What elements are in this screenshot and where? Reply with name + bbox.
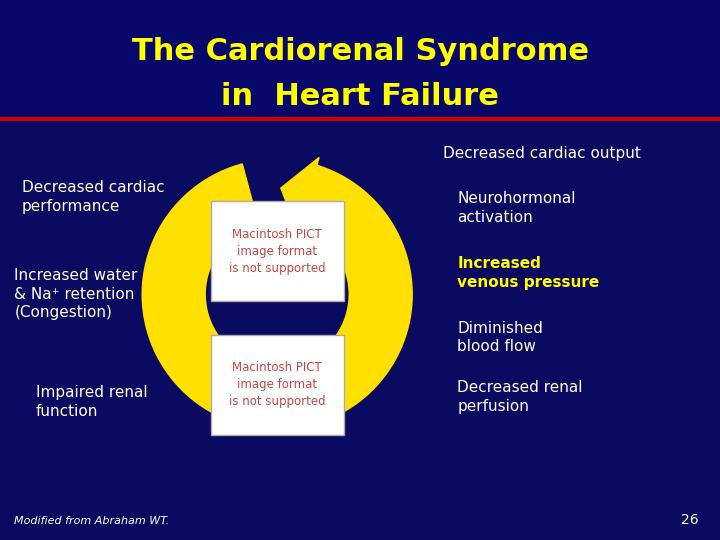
- Text: The Cardiorenal Syndrome: The Cardiorenal Syndrome: [132, 37, 588, 66]
- Text: Diminished
blood flow: Diminished blood flow: [457, 321, 543, 354]
- Text: Impaired renal
function: Impaired renal function: [36, 386, 148, 419]
- FancyBboxPatch shape: [0, 0, 720, 119]
- Text: Decreased cardiac
performance: Decreased cardiac performance: [22, 180, 164, 214]
- Text: in  Heart Failure: in Heart Failure: [221, 82, 499, 111]
- Text: Neurohormonal
activation: Neurohormonal activation: [457, 191, 576, 225]
- Text: Decreased renal
perfusion: Decreased renal perfusion: [457, 380, 582, 414]
- Polygon shape: [296, 164, 412, 424]
- Text: Macintosh PICT
image format
is not supported: Macintosh PICT image format is not suppo…: [229, 361, 325, 408]
- Text: 26: 26: [681, 512, 698, 526]
- FancyBboxPatch shape: [210, 201, 344, 301]
- Polygon shape: [143, 164, 258, 424]
- FancyBboxPatch shape: [210, 335, 344, 435]
- Text: Modified from Abraham WT.: Modified from Abraham WT.: [14, 516, 169, 526]
- Polygon shape: [235, 355, 274, 431]
- Polygon shape: [281, 158, 319, 234]
- Text: Macintosh PICT
image format
is not supported: Macintosh PICT image format is not suppo…: [229, 227, 325, 275]
- Text: Increased water
& Na⁺ retention
(Congestion): Increased water & Na⁺ retention (Congest…: [14, 268, 138, 320]
- Text: Decreased cardiac output: Decreased cardiac output: [443, 146, 641, 161]
- Text: Increased
venous pressure: Increased venous pressure: [457, 256, 600, 289]
